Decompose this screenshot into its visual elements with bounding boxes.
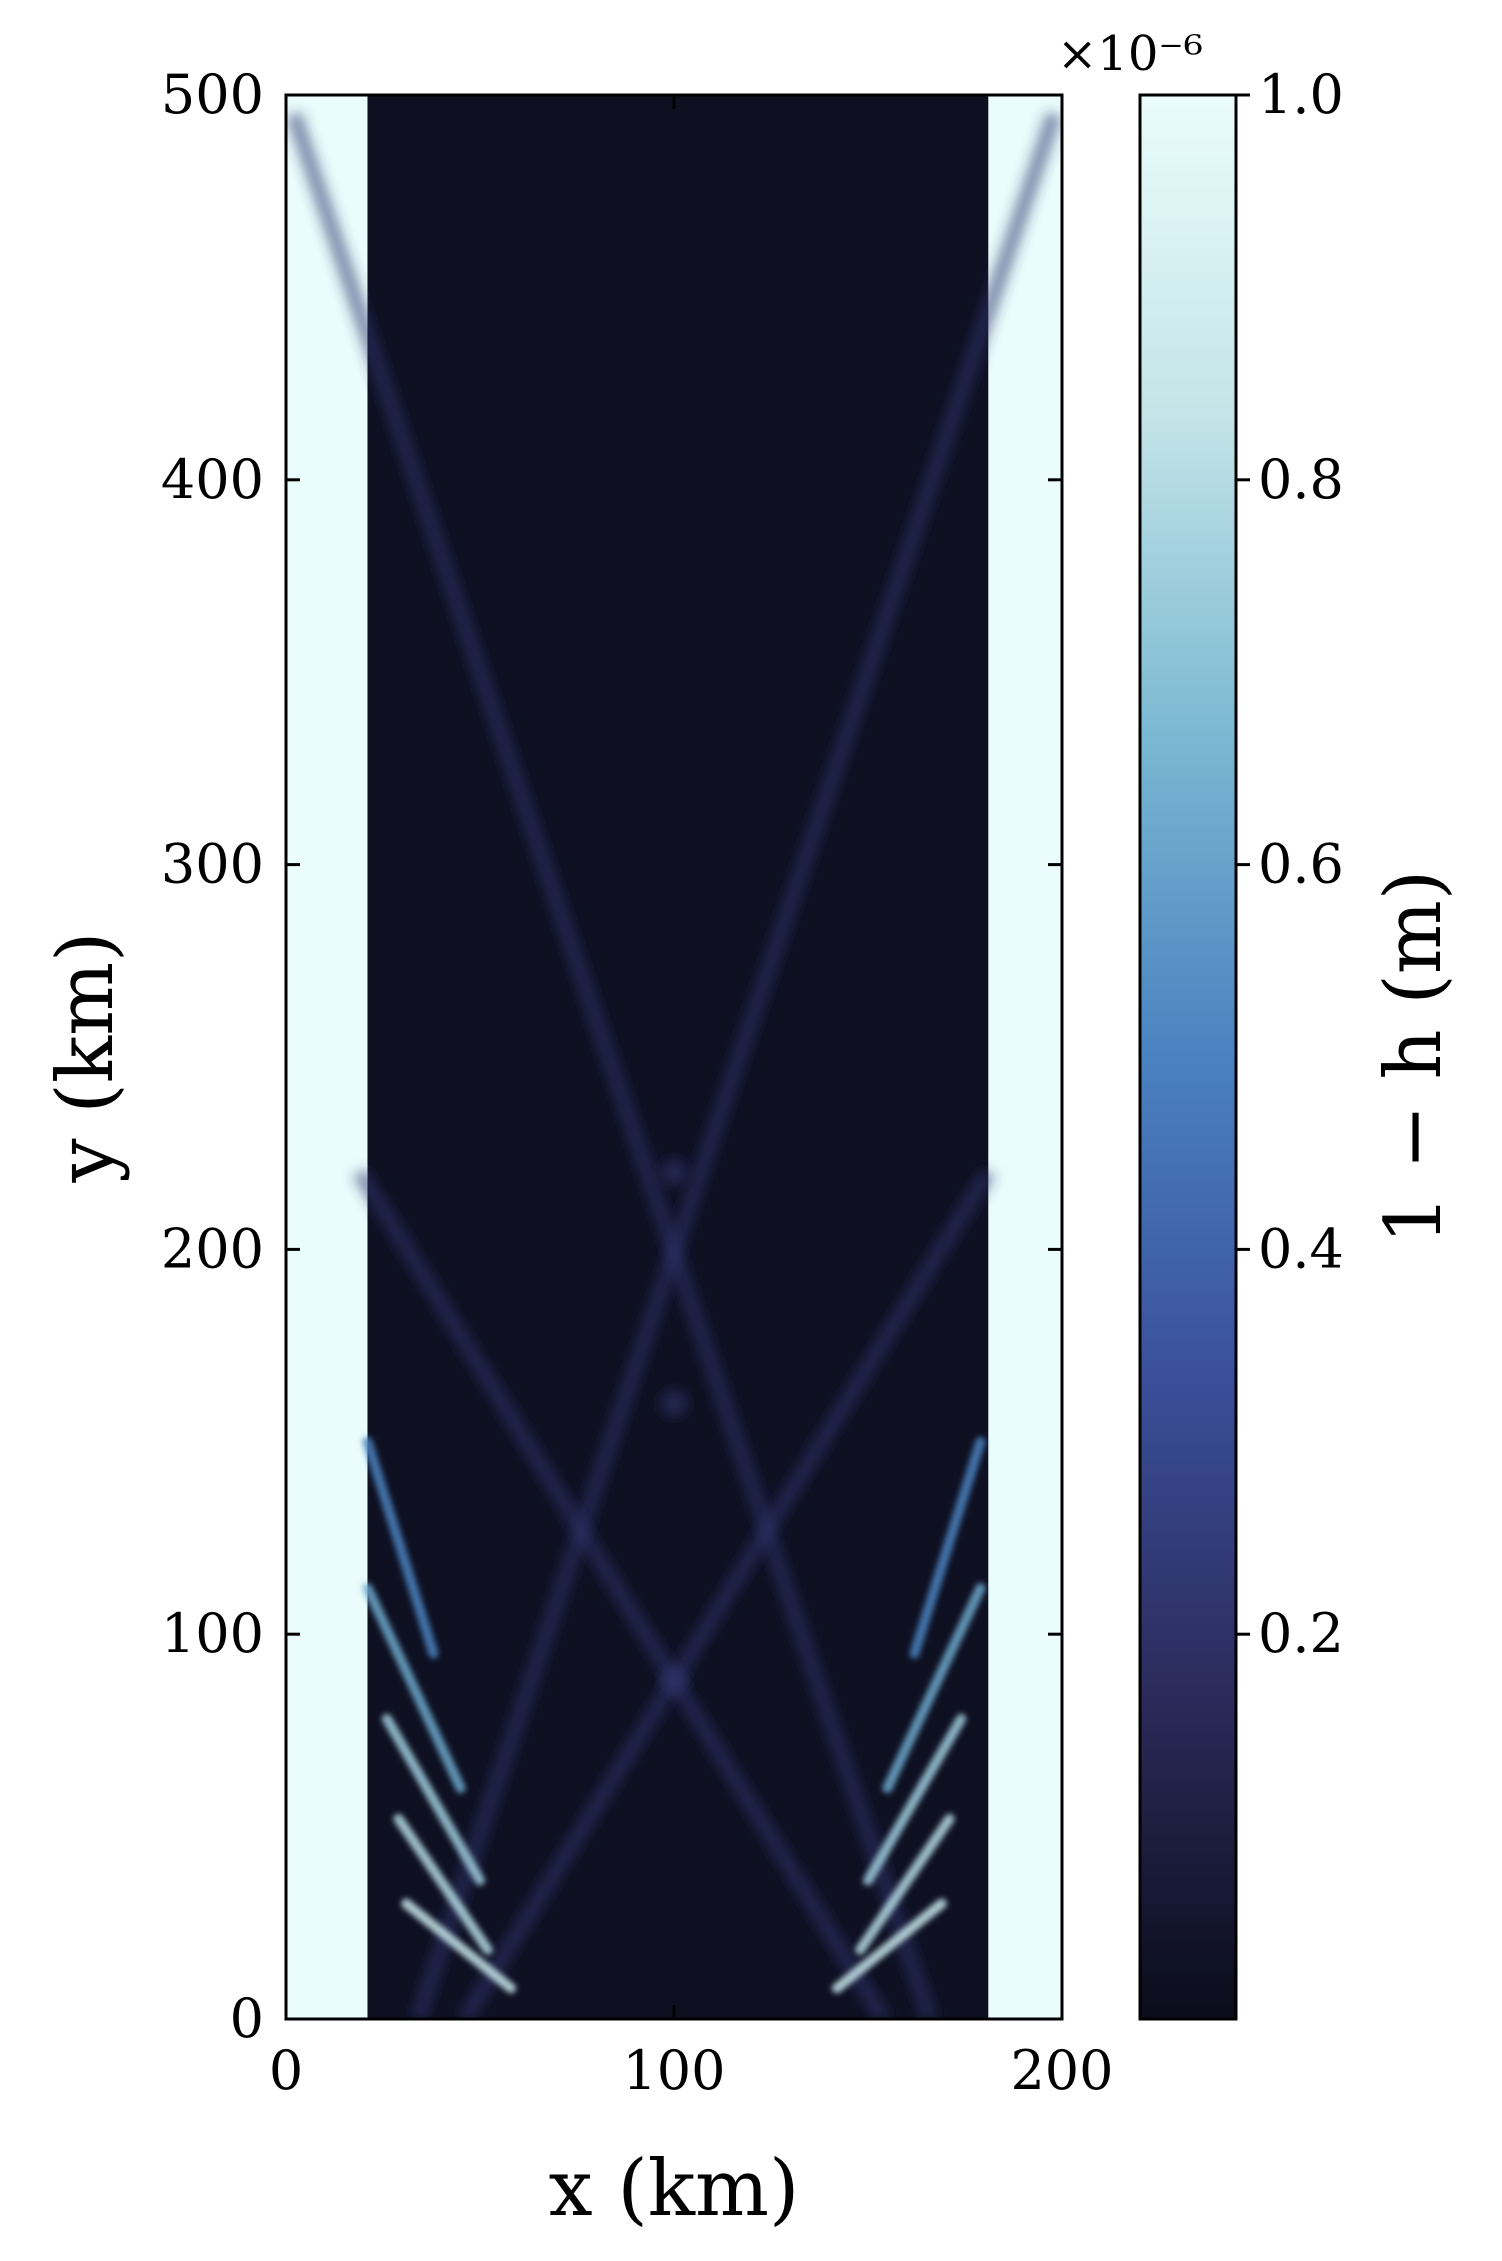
wave-ray [410, 111, 1062, 2019]
field-background [286, 95, 1062, 2019]
wave-pattern [286, 111, 1062, 2019]
colorbar: 0.2 0.4 0.6 0.8 1.0 ×10⁻⁶ 1 − h (m) [1057, 26, 1459, 2021]
edge-wave-finger [362, 1436, 439, 1659]
edge-wave-finger [855, 1813, 955, 1955]
plot-area [286, 95, 1062, 2019]
edge-wave-finger [863, 1713, 967, 1886]
x-tick-label: 0 [269, 2039, 303, 2102]
y-axis-label: y (km) [41, 932, 131, 1184]
x-tick-label: 100 [622, 2039, 725, 2102]
y-tick-label: 100 [161, 1602, 264, 1665]
x-axis-label: x (km) [549, 2144, 800, 2234]
edge-wave-finger [362, 1583, 466, 1794]
left-wall-region [286, 95, 368, 2019]
edge-wave-finger [401, 1898, 517, 1994]
wave-ray [352, 1168, 891, 2019]
right-wall-region [988, 95, 1062, 2019]
colorbar-tick-label: 1.0 [1258, 63, 1344, 126]
edge-wave-finger [393, 1813, 493, 1955]
y-tick-label: 500 [161, 63, 264, 126]
colorbar-ticks: 0.2 0.4 0.6 0.8 1.0 [1236, 63, 1344, 1665]
colorbar-tick-label: 0.8 [1258, 448, 1344, 511]
wave-ray [457, 1168, 996, 2019]
y-tick-label: 300 [161, 833, 264, 896]
edge-wave-finger [381, 1713, 485, 1886]
x-axis: 0 100 200 [269, 95, 1114, 2102]
wave-ray [286, 111, 938, 2019]
colorbar-label: 1 − h (m) [1369, 870, 1459, 1244]
edge-wave-finger [909, 1436, 986, 1659]
colorbar-tick-label: 0.6 [1258, 833, 1344, 896]
y-tick-label: 200 [161, 1217, 264, 1280]
wave-crossing [660, 1666, 688, 1695]
x-tick-label: 200 [1010, 2039, 1113, 2102]
colorbar-bar [1138, 93, 1238, 2021]
y-tick-label: 400 [161, 448, 264, 511]
edge-wave-finger [882, 1583, 986, 1794]
colorbar-tick-label: 0.4 [1258, 1217, 1344, 1280]
wave-crossing [660, 1389, 688, 1418]
colorbar-tick-label: 0.2 [1258, 1602, 1344, 1665]
colorbar-multiplier: ×10⁻⁶ [1057, 26, 1203, 82]
y-axis: 0 100 200 300 400 500 [161, 63, 1062, 2050]
edge-wave-finger [831, 1898, 947, 1994]
wave-crossing [660, 1158, 688, 1187]
y-tick-label: 0 [230, 1987, 264, 2050]
